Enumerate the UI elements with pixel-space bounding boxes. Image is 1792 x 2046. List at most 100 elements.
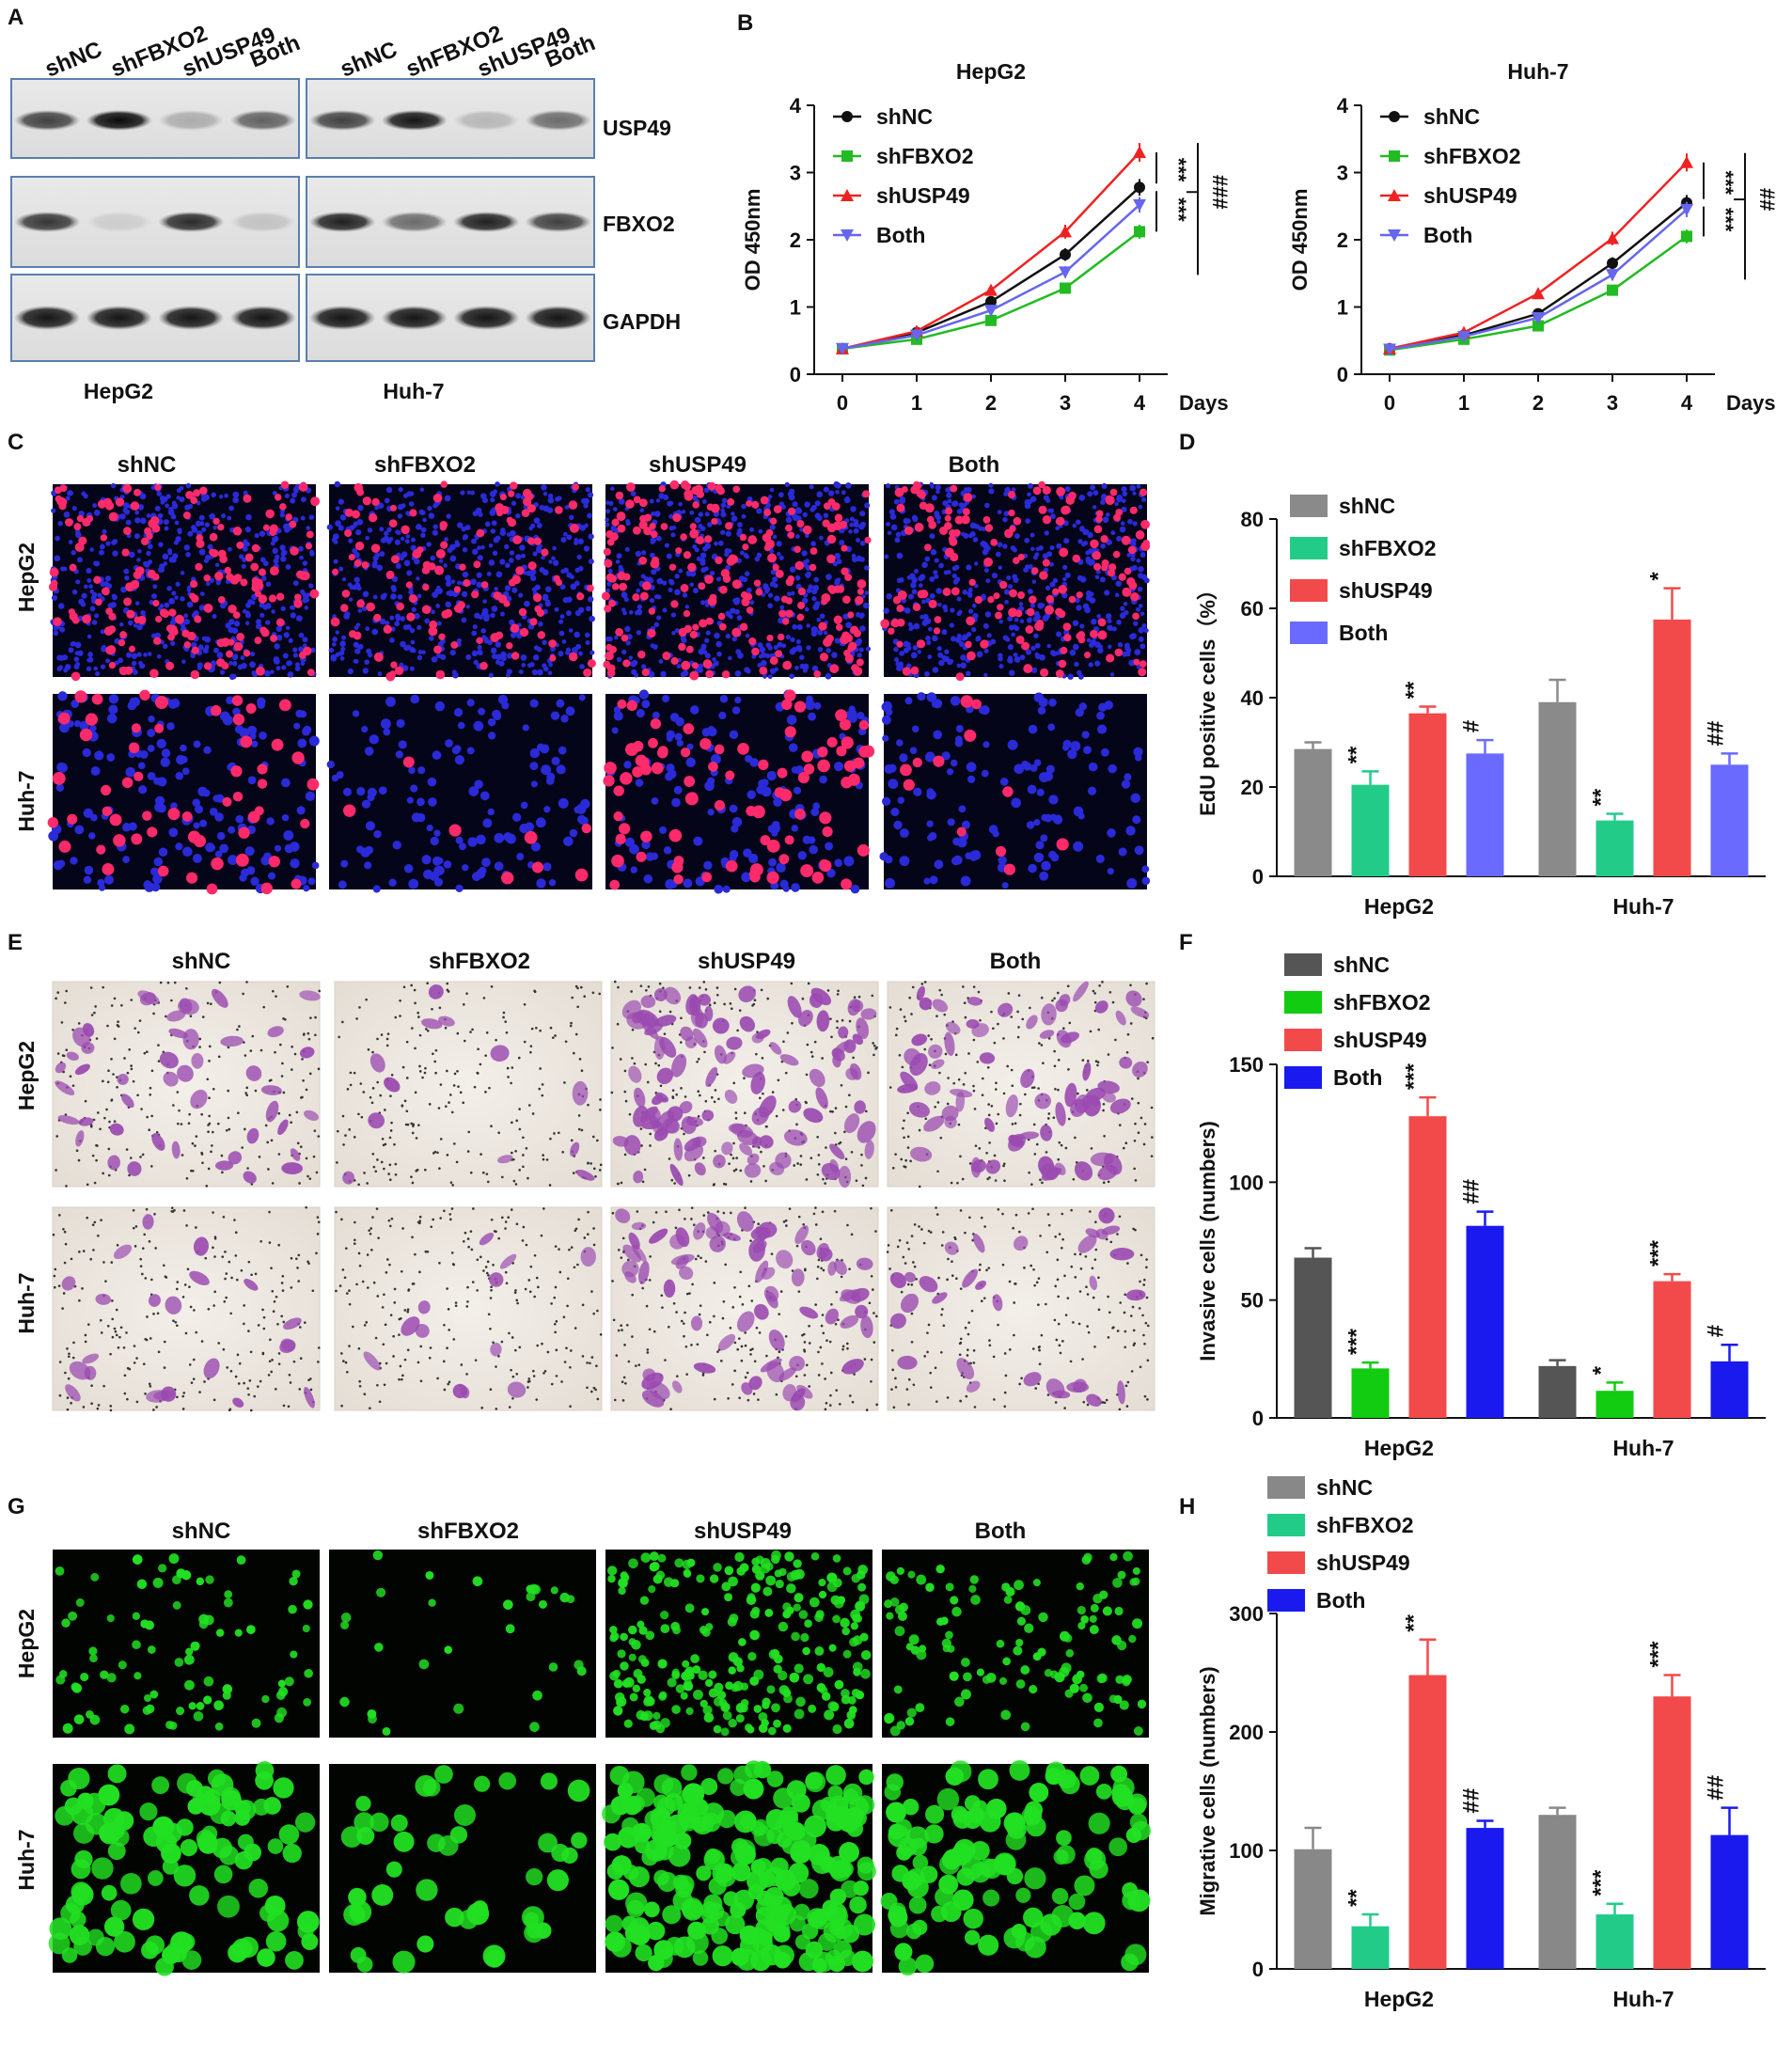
nucleus-dapi	[720, 529, 726, 535]
nucleus-dapi	[506, 532, 511, 537]
nucleus-dapi	[1067, 673, 1074, 680]
nucleus-edu	[763, 509, 772, 517]
nucleus-dapi	[834, 580, 839, 586]
membrane-pore	[583, 995, 587, 999]
nucleus-edu	[362, 496, 371, 506]
nucleus-dapi	[1116, 619, 1122, 625]
nucleus-edu	[348, 553, 355, 561]
blot-band	[381, 212, 448, 232]
membrane-pore	[344, 1134, 347, 1137]
membrane-pore	[502, 1015, 505, 1019]
nucleus-edu	[673, 873, 684, 885]
membrane-pore	[1137, 1131, 1140, 1135]
nucleus-dapi	[453, 708, 464, 717]
membrane-pore	[587, 1103, 589, 1107]
membrane-pore	[1057, 1157, 1061, 1161]
nucleus-dapi	[166, 586, 172, 591]
nucleus-edu	[841, 631, 850, 640]
nucleus-dapi	[1096, 647, 1104, 653]
nucleus-edu	[984, 524, 994, 532]
membrane-pore	[766, 997, 769, 1000]
nucleus-edu	[822, 826, 833, 838]
nucleus-dapi	[1033, 819, 1041, 826]
nucleus-dapi	[1003, 511, 1010, 517]
nucleus-dapi	[388, 878, 397, 887]
nucleus-edu	[715, 556, 723, 565]
membrane-pore	[734, 1168, 738, 1172]
membrane-pore	[671, 1089, 675, 1092]
membrane-pore	[210, 1150, 212, 1154]
nucleus-dapi	[356, 585, 362, 591]
nucleus-edu	[954, 515, 964, 525]
nucleus-edu	[684, 776, 696, 788]
membrane-pore	[810, 1157, 813, 1159]
nucleus-dapi	[134, 533, 140, 540]
nucleus-dapi	[291, 492, 298, 498]
membrane-pore	[553, 1132, 556, 1135]
x-tick-label: 2	[985, 391, 997, 415]
nucleus-dapi	[610, 525, 617, 532]
nucleus-dapi	[1079, 623, 1085, 629]
nucleus-dapi	[565, 610, 572, 617]
nucleus-edu	[1003, 863, 1016, 875]
y-tick-label: 1	[1337, 296, 1348, 320]
nucleus-dapi	[1124, 773, 1132, 781]
nucleus-dapi	[183, 544, 190, 551]
nucleus-dapi	[471, 538, 478, 544]
nucleus-edu	[924, 503, 935, 513]
nucleus-dapi	[216, 652, 224, 659]
blot-band	[14, 110, 81, 131]
nucleus-dapi	[249, 661, 256, 669]
nucleus-dapi	[505, 595, 512, 602]
nucleus-dapi	[506, 672, 511, 678]
membrane-pore	[155, 1130, 159, 1134]
nucleus-edu	[683, 609, 691, 618]
nucleus-dapi	[295, 615, 303, 622]
nucleus-dapi	[788, 494, 795, 501]
nucleus-dapi	[655, 535, 662, 542]
nucleus-dapi	[494, 587, 498, 591]
nucleus-dapi	[479, 493, 487, 499]
nucleus-edu	[721, 670, 731, 679]
sig-annotation: ***	[1167, 158, 1190, 182]
y-tick-label: 2	[1337, 228, 1348, 252]
nucleus-dapi	[451, 590, 457, 597]
nucleus-dapi	[585, 487, 590, 493]
nucleus-dapi	[488, 732, 496, 740]
membrane-pore	[300, 1096, 303, 1099]
nucleus-dapi	[865, 646, 872, 652]
nucleus-dapi	[51, 594, 58, 601]
nucleus-edu	[861, 745, 875, 758]
legend-entry: shFBXO2	[1423, 144, 1521, 168]
nucleus-dapi	[853, 522, 858, 527]
nucleus-dapi	[1014, 617, 1019, 622]
nucleus-edu	[527, 537, 535, 545]
nucleus-dapi	[682, 669, 689, 677]
nucleus-dapi	[340, 635, 347, 640]
bar	[1653, 619, 1691, 876]
nucleus-edu	[290, 546, 299, 556]
nucleus-edu	[219, 555, 228, 564]
nucleus-edu	[508, 490, 515, 497]
nucleus-dapi	[380, 718, 391, 730]
nucleus-edu	[701, 872, 713, 883]
nucleus-dapi	[361, 725, 369, 733]
nucleus-dapi	[910, 652, 918, 659]
protein-label-gapdh: GAPDH	[603, 309, 681, 334]
membrane-pore	[563, 1081, 566, 1084]
nucleus-dapi	[849, 522, 855, 527]
nucleus-dapi	[1001, 882, 1009, 889]
nucleus-dapi	[960, 531, 966, 537]
nucleus-dapi	[300, 589, 305, 594]
nucleus-dapi	[531, 669, 539, 676]
nucleus-dapi	[1104, 700, 1114, 710]
nucleus-edu	[847, 611, 855, 619]
nucleus-dapi	[488, 672, 494, 678]
membrane-pore	[1067, 1068, 1070, 1071]
nucleus-edu	[1101, 564, 1108, 572]
nucleus-edu	[537, 631, 546, 639]
membrane-pore	[236, 1028, 239, 1031]
nucleus-dapi	[1031, 579, 1037, 584]
nucleus-dapi	[949, 622, 954, 628]
nucleus-edu	[817, 747, 828, 758]
